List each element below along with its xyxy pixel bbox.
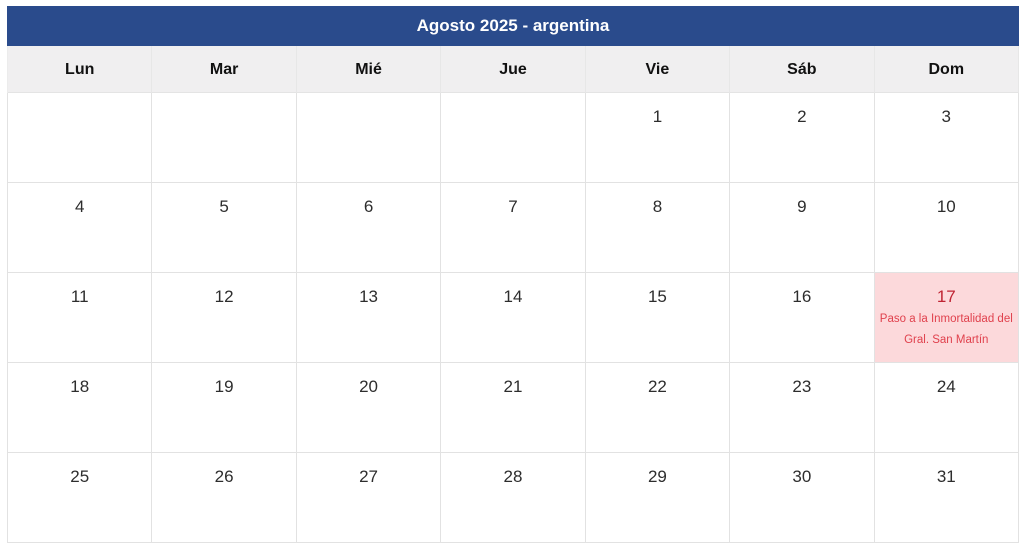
- weekday-header-row: Lun Mar Mié Jue Vie Sáb Dom: [7, 46, 1019, 93]
- date-number: 30: [792, 467, 812, 486]
- day-header-vie: Vie: [585, 46, 731, 93]
- date-number: 13: [359, 287, 379, 306]
- date-number: 4: [74, 197, 85, 216]
- date-cell: 3: [874, 93, 1019, 183]
- date-number: 6: [363, 197, 374, 216]
- date-number: 20: [359, 377, 379, 396]
- week-row: 18 19 20 21 22 23 24: [8, 363, 1019, 453]
- date-cell: 14: [441, 273, 586, 363]
- date-number: 19: [214, 377, 234, 396]
- day-header-mie: Mié: [296, 46, 442, 93]
- date-number: 21: [503, 377, 523, 396]
- date-cell: 21: [441, 363, 586, 453]
- week-row: 25 26 27 28 29 30 31: [8, 453, 1019, 543]
- date-number: 27: [359, 467, 379, 486]
- day-header-jue: Jue: [441, 46, 586, 93]
- date-number: 1: [652, 107, 663, 126]
- date-number: 11: [70, 287, 89, 306]
- date-number: 3: [941, 107, 952, 126]
- date-cell: 20: [296, 363, 442, 453]
- date-cell: 27: [296, 453, 442, 543]
- date-number: 7: [508, 197, 518, 216]
- holiday-name[interactable]: Gral. San Martín: [904, 334, 989, 346]
- date-cell: 25: [8, 453, 153, 543]
- date-cell: 12: [152, 273, 297, 363]
- holiday-cell[interactable]: 17 Paso a la Inmortalidad del Gral. San Ma…: [874, 273, 1019, 363]
- calendar-title-bar: Agosto 2025 - argentina: [7, 6, 1019, 46]
- week-row: 4 5 6 7 8 9 10: [8, 183, 1019, 273]
- date-cell: 28: [441, 453, 586, 543]
- date-cell: 31: [874, 453, 1019, 543]
- day-header-lun: Lun: [8, 46, 153, 93]
- date-number: 29: [647, 467, 667, 486]
- date-cell: 19: [152, 363, 297, 453]
- empty-cell: [296, 93, 442, 183]
- date-number: 12: [214, 287, 234, 306]
- date-number: 24: [936, 377, 956, 396]
- date-cell: 10: [874, 183, 1019, 273]
- date-cell: 13: [296, 273, 442, 363]
- date-cell: 22: [585, 363, 731, 453]
- date-cell: 1: [585, 93, 731, 183]
- date-number: 9: [797, 197, 807, 216]
- date-number: 26: [214, 467, 234, 486]
- date-cell: 4: [8, 183, 153, 273]
- date-number: 10: [936, 197, 956, 216]
- date-cell: 9: [730, 183, 875, 273]
- date-number: 2: [797, 107, 807, 126]
- date-cell: 24: [874, 363, 1019, 453]
- calendar-grid: 1 2 3 4 5 6 7 8 9 10 11 12 13 14 15 16 17 Paso a la Inmor…: [7, 93, 1019, 543]
- empty-cell: [8, 93, 153, 183]
- date-cell: 29: [585, 453, 731, 543]
- day-header-dom: Dom: [874, 46, 1019, 93]
- date-number: 25: [70, 467, 90, 486]
- week-row: 1 2 3: [8, 93, 1019, 183]
- date-cell: 5: [152, 183, 297, 273]
- holiday-name[interactable]: Paso a la Inmortalidad del: [879, 313, 1013, 325]
- monthly-calendar: Agosto 2025 - argentina Lun Mar Mié Jue …: [7, 6, 1019, 543]
- date-number: 31: [936, 467, 956, 486]
- empty-cell: [152, 93, 297, 183]
- empty-cell: [441, 93, 586, 183]
- date-number: 22: [647, 377, 667, 396]
- date-number: 16: [792, 287, 812, 306]
- date-number: 5: [219, 197, 229, 216]
- date-cell: 18: [8, 363, 153, 453]
- date-cell: 6: [296, 183, 442, 273]
- date-cell: 30: [730, 453, 875, 543]
- date-cell: 26: [152, 453, 297, 543]
- date-cell: 2: [730, 93, 875, 183]
- date-number: 18: [70, 377, 90, 396]
- date-cell: 8: [585, 183, 731, 273]
- day-header-mar: Mar: [152, 46, 297, 93]
- date-number: 17: [936, 287, 956, 306]
- date-cell: 11: [8, 273, 153, 363]
- date-cell: 23: [730, 363, 875, 453]
- date-number: 23: [792, 377, 812, 396]
- week-row: 11 12 13 14 15 16 17 Paso a la Inmortalidad del…: [8, 273, 1019, 363]
- date-cell: 16: [730, 273, 875, 363]
- date-number: 28: [503, 467, 523, 486]
- date-number: 15: [647, 287, 667, 306]
- date-cell: 15: [585, 273, 731, 363]
- date-number: 14: [503, 287, 523, 306]
- date-cell: 7: [441, 183, 586, 273]
- calendar-title: Agosto 2025 - argentina: [416, 16, 610, 35]
- date-number: 8: [652, 197, 663, 216]
- day-header-sab: Sáb: [730, 46, 875, 93]
